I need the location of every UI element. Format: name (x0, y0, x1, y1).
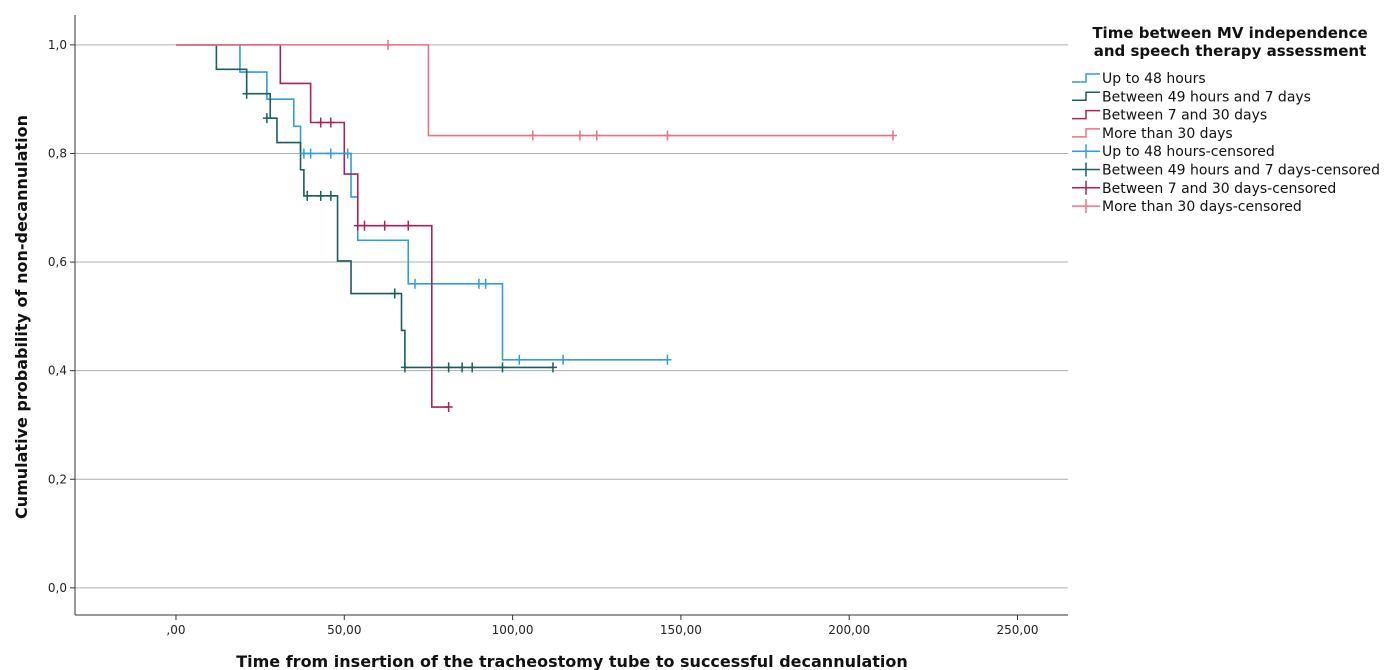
censor-marker-3 (528, 130, 537, 141)
legend-swatch-censor (1072, 199, 1100, 214)
x-tick-label: 250,00 (997, 623, 1039, 637)
y-tick-label: 0,2 (48, 472, 67, 486)
legend-label: Between 49 hours and 7 days (1102, 89, 1311, 105)
x-tick-label: ,00 (166, 623, 185, 637)
censor-marker-0 (663, 354, 672, 365)
x-tick-label: 100,00 (492, 623, 534, 637)
legend-label: More than 30 days-censored (1102, 199, 1302, 215)
legend-label: Up to 48 hours-censored (1102, 144, 1275, 160)
legend-entries: Up to 48 hours Between 49 hours and 7 day… (1072, 71, 1380, 215)
censor-marker-1 (326, 190, 335, 201)
series-line-3 (175, 44, 893, 137)
legend-title-line-1: Time between MV independence (1092, 24, 1367, 42)
censor-marker-2 (380, 220, 389, 231)
censor-marker-0 (299, 148, 308, 159)
x-tick-label: 50,00 (327, 623, 361, 637)
censor-markers (242, 39, 897, 413)
censor-marker-1 (316, 190, 325, 201)
censor-marker-2 (316, 117, 325, 128)
censor-marker-3 (384, 39, 393, 50)
x-axis-title: Time from insertion of the tracheostomy … (236, 652, 908, 670)
legend-label: Between 49 hours and 7 days-censored (1102, 163, 1380, 179)
censor-marker-1 (242, 88, 251, 99)
censor-marker-1 (390, 288, 399, 299)
legend-swatch-censor (1072, 162, 1100, 177)
y-axis-title: Cumulative probability of non-decannulat… (12, 115, 31, 519)
censor-marker-2 (404, 220, 413, 231)
series-line-2 (175, 44, 449, 408)
censor-marker-0 (559, 354, 568, 365)
censor-marker-2 (360, 220, 369, 231)
series-line-1 (175, 44, 553, 369)
censor-marker-3 (888, 130, 897, 141)
y-tick-label: 1,0 (48, 38, 67, 52)
censor-marker-2 (326, 117, 335, 128)
censor-marker-0 (343, 148, 352, 159)
y-tick-label: 0,4 (48, 364, 67, 378)
censor-marker-1 (548, 362, 557, 373)
censor-marker-3 (592, 130, 601, 141)
censor-marker-1 (444, 362, 453, 373)
axes (74, 15, 1068, 616)
censor-marker-0 (306, 148, 315, 159)
legend-label: Between 7 and 30 days (1102, 108, 1267, 124)
y-tick-label: 0,0 (48, 581, 67, 595)
gridlines (75, 44, 1068, 589)
y-tick-label: 0,8 (48, 146, 67, 160)
censor-marker-1 (468, 362, 477, 373)
censor-marker-3 (575, 130, 584, 141)
legend-swatch-line (1072, 109, 1100, 120)
series-line-0 (175, 44, 668, 361)
censor-marker-1 (458, 362, 467, 373)
censor-marker-0 (410, 278, 419, 289)
legend-swatch-censor (1072, 180, 1100, 195)
censor-marker-3 (663, 130, 672, 141)
censor-marker-1 (303, 190, 312, 201)
legend: Time between MV independence and speech … (1072, 24, 1380, 215)
legend-label: Between 7 and 30 days-censored (1102, 181, 1336, 197)
x-tick-label: 200,00 (828, 623, 870, 637)
legend-title-line-2: and speech therapy assessment (1094, 42, 1367, 60)
censor-marker-1 (400, 362, 409, 373)
tick-labels: 0,0 0,2 0,4 0,6 0,8 1,0 ,00 50,00 100,00 150,00 20… (48, 38, 1039, 637)
censor-marker-1 (262, 113, 271, 124)
censor-marker-2 (353, 220, 362, 231)
censor-marker-0 (326, 148, 335, 159)
legend-swatch-line (1072, 128, 1100, 138)
x-tick-label: 150,00 (660, 623, 702, 637)
legend-label: Up to 48 hours (1102, 71, 1206, 87)
legend-swatch-censor (1072, 144, 1100, 159)
censor-marker-0 (481, 278, 490, 289)
y-tick-label: 0,6 (48, 255, 67, 269)
series-lines (175, 44, 893, 408)
censor-marker-0 (474, 278, 483, 289)
censor-marker-1 (498, 362, 507, 373)
legend-swatch-line (1072, 73, 1100, 83)
censor-marker-0 (515, 354, 524, 365)
legend-swatch-line (1072, 91, 1100, 102)
legend-label: More than 30 days (1102, 126, 1233, 142)
censor-marker-2 (444, 402, 453, 413)
